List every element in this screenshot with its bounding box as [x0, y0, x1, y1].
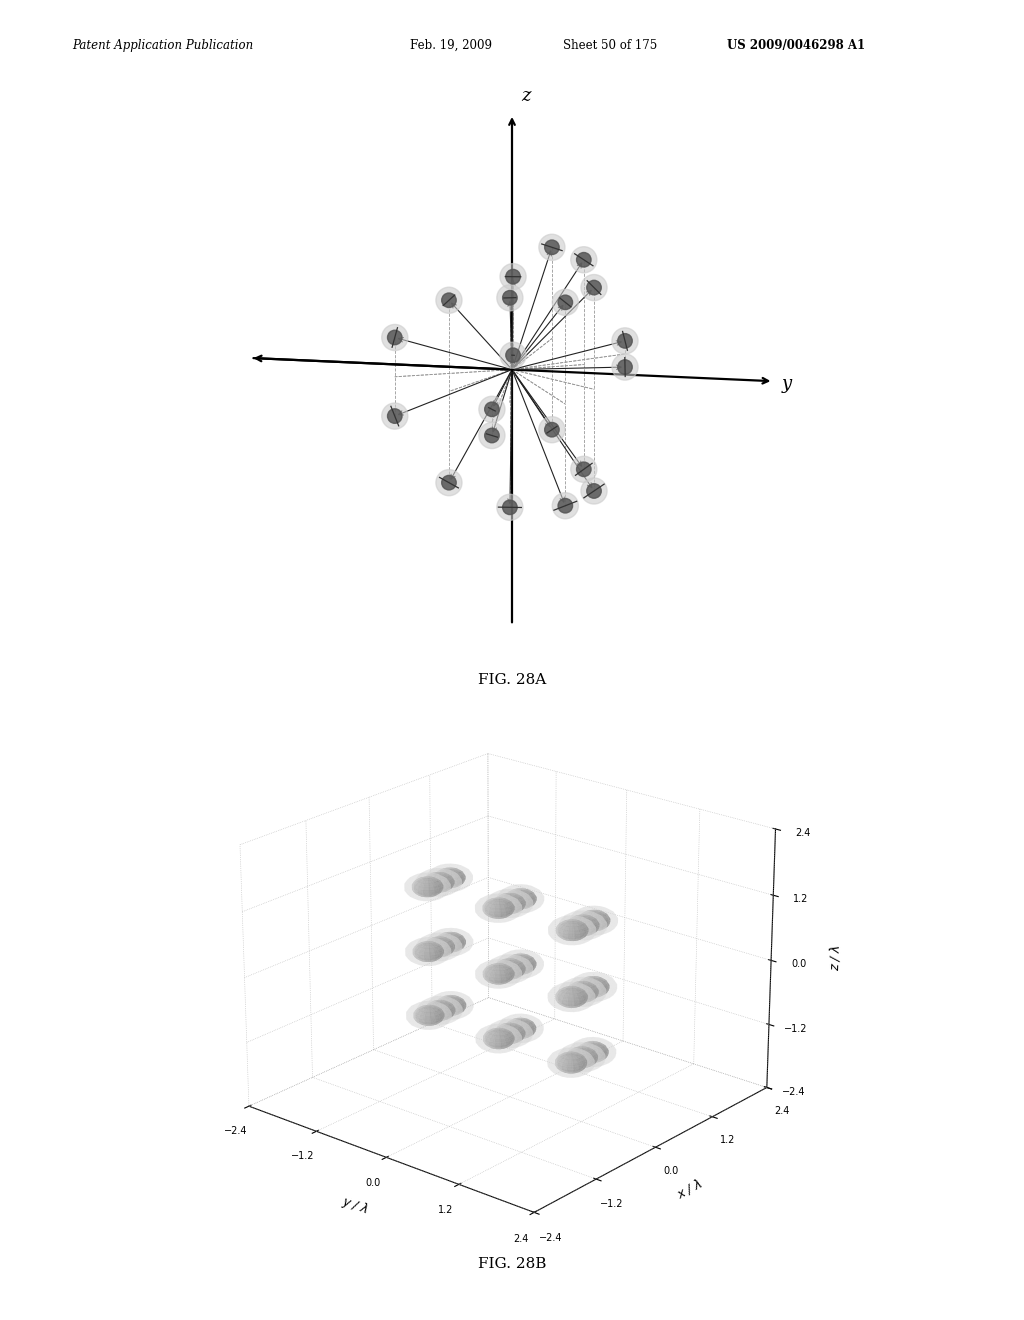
Circle shape: [387, 330, 402, 345]
Circle shape: [558, 296, 572, 310]
Circle shape: [441, 475, 457, 490]
Circle shape: [577, 462, 591, 477]
Y-axis label: x / λ: x / λ: [675, 1177, 705, 1201]
Text: Sheet 50 of 175: Sheet 50 of 175: [563, 38, 657, 51]
Circle shape: [387, 409, 402, 424]
Circle shape: [612, 354, 638, 380]
Circle shape: [570, 247, 597, 273]
Circle shape: [506, 348, 520, 363]
Text: Patent Application Publication: Patent Application Publication: [72, 38, 253, 51]
Circle shape: [587, 483, 601, 498]
Circle shape: [436, 470, 462, 496]
Text: z: z: [521, 87, 530, 106]
Circle shape: [617, 360, 632, 375]
Circle shape: [552, 289, 579, 315]
Circle shape: [552, 492, 579, 519]
Text: FIG. 28A: FIG. 28A: [478, 673, 546, 688]
Circle shape: [587, 280, 601, 294]
X-axis label: y / λ: y / λ: [340, 1195, 370, 1217]
Circle shape: [545, 422, 559, 437]
Circle shape: [577, 252, 591, 267]
Circle shape: [484, 403, 499, 417]
Circle shape: [497, 494, 523, 520]
Circle shape: [436, 288, 462, 313]
Text: Feb. 19, 2009: Feb. 19, 2009: [410, 38, 492, 51]
Circle shape: [545, 240, 559, 255]
Circle shape: [382, 325, 408, 351]
Circle shape: [497, 285, 523, 310]
Circle shape: [441, 293, 457, 308]
Text: US 2009/0046298 A1: US 2009/0046298 A1: [727, 38, 865, 51]
Circle shape: [558, 499, 572, 513]
Circle shape: [500, 264, 526, 289]
Circle shape: [500, 342, 526, 368]
Circle shape: [581, 275, 607, 301]
Text: FIG. 28B: FIG. 28B: [478, 1257, 546, 1271]
Circle shape: [581, 478, 607, 504]
Circle shape: [479, 396, 505, 422]
Circle shape: [617, 334, 632, 348]
Circle shape: [539, 417, 565, 442]
Circle shape: [382, 403, 408, 429]
Circle shape: [506, 269, 520, 284]
Circle shape: [479, 422, 505, 449]
Circle shape: [484, 428, 499, 442]
Text: y: y: [782, 375, 793, 393]
Circle shape: [612, 327, 638, 354]
Circle shape: [570, 457, 597, 482]
Circle shape: [539, 234, 565, 260]
Circle shape: [503, 290, 517, 305]
Circle shape: [503, 500, 517, 515]
